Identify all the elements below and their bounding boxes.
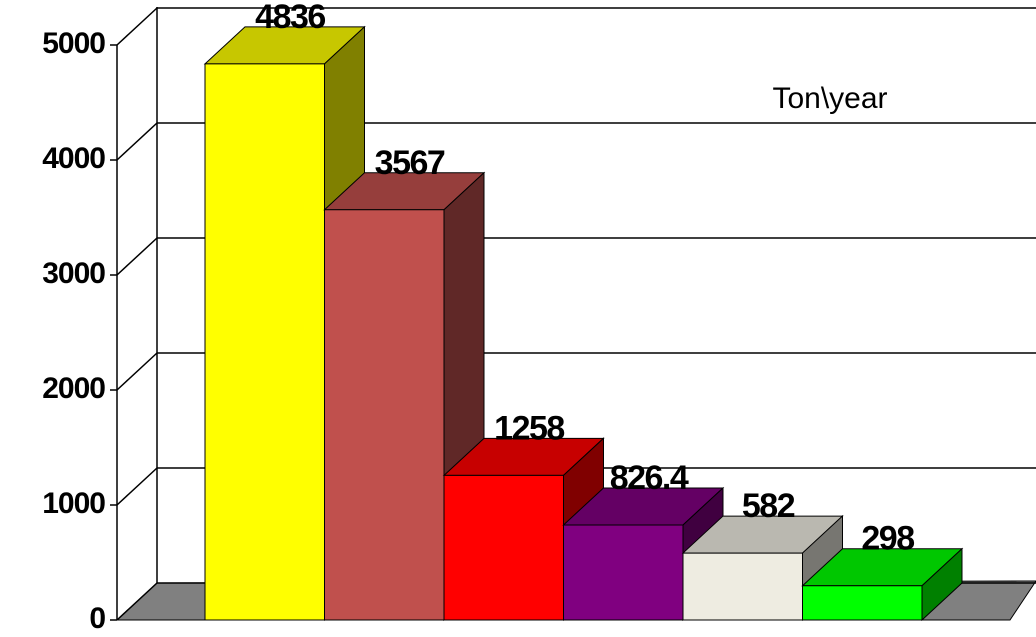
value-label: 582 <box>742 487 795 525</box>
y-tick-label: 2000 <box>42 372 105 405</box>
bar-front <box>802 585 923 621</box>
value-label: 3567 <box>375 144 445 182</box>
depth-line <box>116 7 158 46</box>
depth-line <box>116 352 158 391</box>
bar-front <box>443 474 564 621</box>
bar-front <box>204 63 325 621</box>
y-tick-label: 0 <box>89 602 105 635</box>
depth-line <box>116 122 158 161</box>
y-tick-label: 4000 <box>42 142 105 175</box>
bar-front <box>563 524 684 621</box>
depth-line <box>116 237 158 276</box>
unit-annotation: Ton\year <box>772 82 887 115</box>
y-tick-label: 3000 <box>42 257 105 290</box>
bar-front <box>682 552 803 621</box>
y-tick-label: 5000 <box>42 27 105 60</box>
value-label: 1258 <box>494 409 564 447</box>
value-label: 4836 <box>255 0 325 36</box>
depth-line <box>116 467 158 506</box>
value-label: 298 <box>861 520 914 558</box>
bar-front <box>324 209 445 621</box>
depth-line <box>116 582 158 621</box>
value-label: 826.4 <box>610 459 689 497</box>
bar <box>801 547 964 622</box>
y-tick-label: 1000 <box>42 487 105 520</box>
